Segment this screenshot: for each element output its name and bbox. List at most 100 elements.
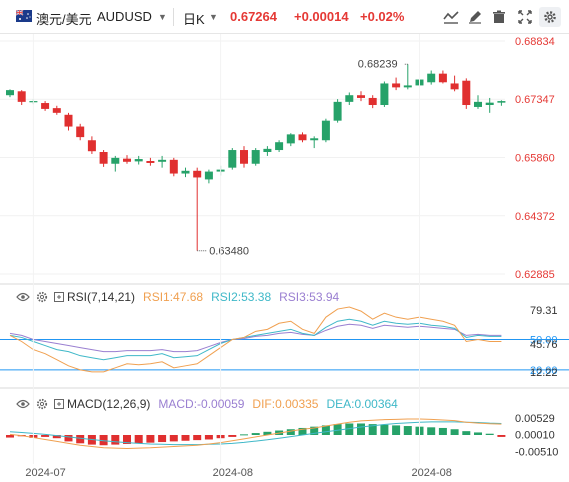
- candle-body: [99, 151, 108, 164]
- candle-body: [345, 95, 354, 102]
- candle-body: [263, 148, 272, 152]
- draw-button[interactable]: [464, 7, 486, 27]
- fullscreen-button[interactable]: [514, 7, 536, 27]
- candle-body: [158, 159, 167, 162]
- eye-icon[interactable]: [16, 399, 30, 409]
- candle-body: [380, 83, 389, 105]
- macd-histogram-bar: [76, 435, 85, 444]
- rsi2-value: RSI2:53.38: [211, 290, 272, 304]
- macd-histogram-bar: [6, 435, 14, 438]
- macd-histogram-bar: [368, 424, 377, 435]
- candle-body: [321, 120, 330, 141]
- settings-button[interactable]: [539, 7, 561, 27]
- fullscreen-icon: [518, 10, 532, 24]
- time-tick-label: 2024-08: [213, 467, 253, 479]
- eye-icon[interactable]: [16, 292, 30, 302]
- price-tick-label: 0.67347: [515, 94, 555, 106]
- candle-body: [123, 158, 131, 162]
- macd-value: MACD:-0.00059: [158, 397, 245, 411]
- candle-body: [450, 83, 459, 90]
- macd-histogram-bar: [240, 434, 248, 436]
- symbol-selector[interactable]: AUDUSD: [97, 9, 152, 24]
- price-tick-label: 0.65860: [515, 152, 555, 164]
- macd-histogram-bar: [298, 427, 307, 435]
- price-change: +0.00014: [294, 9, 349, 24]
- candle-body: [462, 80, 471, 105]
- rsi-legend: RSI(7,14,21) RSI1:47.68 RSI2:53.38 RSI3:…: [16, 290, 339, 304]
- candle-body: [403, 85, 412, 88]
- candle-body: [52, 108, 61, 113]
- candle-body: [134, 159, 143, 162]
- chevron-down-icon[interactable]: ▼: [158, 12, 167, 22]
- macd-histogram-bar: [438, 427, 447, 435]
- expand-box-icon[interactable]: [54, 399, 64, 409]
- macd-histogram-bar: [286, 429, 295, 435]
- macd-histogram-bar: [169, 435, 178, 442]
- candle-body: [204, 171, 213, 180]
- price-tick-label: 0.64372: [515, 211, 555, 223]
- rsi-tick-label: 20.00: [530, 365, 558, 377]
- delete-button[interactable]: [488, 7, 510, 27]
- settings-icon[interactable]: [36, 398, 48, 410]
- high-price-label: 0.68239: [358, 58, 398, 70]
- candle-body: [251, 150, 260, 164]
- macd-histogram-bar: [52, 435, 61, 439]
- macd-histogram-bar: [333, 424, 342, 435]
- macd-histogram-bar: [251, 433, 260, 435]
- chevron-down-icon[interactable]: ▼: [209, 12, 218, 22]
- candle-body: [333, 101, 342, 121]
- macd-histogram-bar: [64, 435, 73, 442]
- candle-body: [181, 170, 190, 174]
- candle-body: [368, 97, 377, 105]
- pair-name: 澳元/美元: [36, 12, 92, 27]
- price-change-percent: +0.02%: [360, 9, 405, 24]
- candle-body: [485, 102, 494, 105]
- macd-histogram-bar: [41, 435, 50, 437]
- high-low-labels: 0.68239 0.63480: [197, 58, 408, 258]
- time-tick-label: 2024-07: [25, 467, 65, 479]
- rsi3-line: [9, 323, 502, 353]
- candle-body: [298, 134, 307, 141]
- indicator-button[interactable]: [440, 7, 462, 27]
- macd-histogram-bar: [403, 426, 412, 435]
- header-divider: [173, 8, 174, 26]
- dif-value: DIF:0.00335: [252, 397, 319, 411]
- macd-histogram-bar: [134, 435, 143, 444]
- macd-title: MACD(12,26,9): [67, 397, 151, 411]
- rsi-panel: [0, 306, 569, 373]
- gear-icon: [544, 11, 556, 23]
- macd-panel: [6, 418, 506, 449]
- macd-histogram-bar: [380, 424, 389, 435]
- candle-body: [286, 134, 295, 144]
- macd-histogram-bar: [485, 433, 494, 435]
- macd-histogram-bar: [111, 435, 120, 445]
- candle-body: [17, 91, 26, 102]
- candle-body: [6, 90, 14, 96]
- candle-body: [310, 138, 319, 141]
- macd-tick-label: 0.00010: [515, 430, 555, 442]
- low-price-label: 0.63480: [209, 246, 249, 258]
- timeframe-selector[interactable]: 日K: [183, 12, 205, 27]
- time-tick-label: 2024-08: [412, 467, 452, 479]
- candle-body: [64, 114, 73, 127]
- candle-body: [111, 157, 120, 164]
- macd-histogram-bar: [123, 435, 131, 444]
- rsi-tick-label: 50.00: [530, 334, 558, 346]
- macd-histogram-bar: [228, 435, 237, 437]
- expand-box-icon[interactable]: [54, 292, 64, 302]
- macd-histogram-bar: [462, 431, 471, 435]
- indicator-icon: [443, 11, 459, 24]
- candle-body: [146, 161, 155, 163]
- price-tick-label: 0.68834: [515, 36, 555, 48]
- candle-body: [438, 73, 447, 83]
- candle-body: [427, 73, 436, 83]
- candle-body: [41, 103, 50, 109]
- time-axis: 2024-07 2024-08 2024-08: [25, 34, 452, 479]
- macd-histogram-bar: [474, 432, 482, 435]
- rsi3-value: RSI3:53.94: [279, 290, 340, 304]
- candle-body: [392, 83, 401, 88]
- chart-canvas[interactable]: 0.68834 0.67347 0.65860 0.64372 0.62885 0.68…: [0, 34, 569, 482]
- settings-icon[interactable]: [36, 291, 48, 303]
- macd-histogram-bar: [146, 435, 155, 443]
